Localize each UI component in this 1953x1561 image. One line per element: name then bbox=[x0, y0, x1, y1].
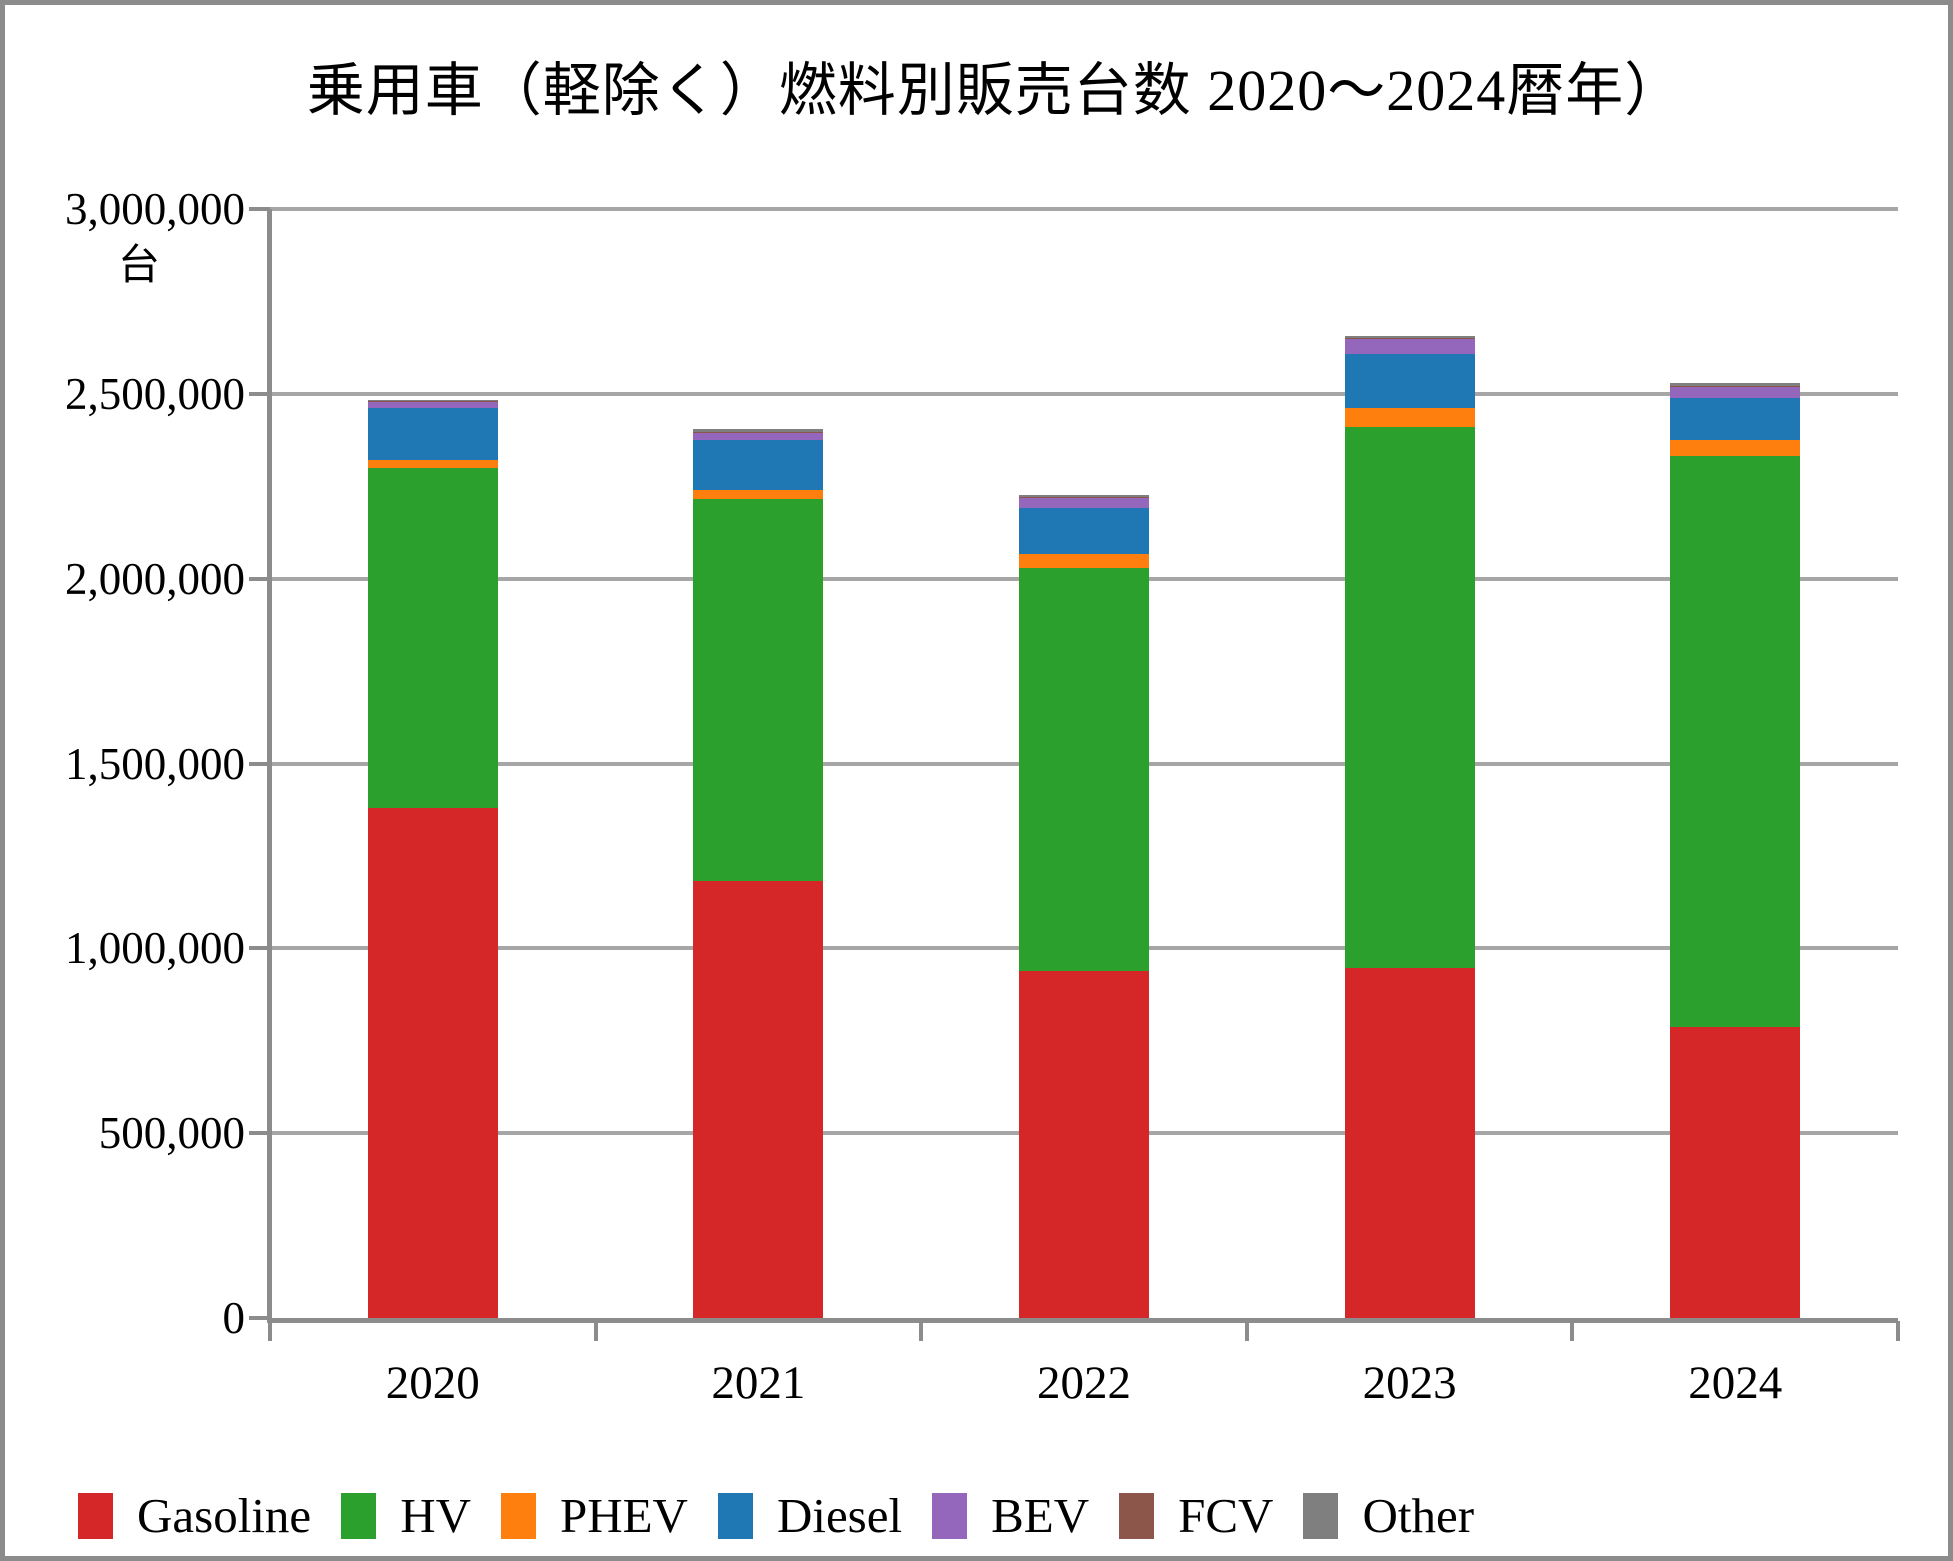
x-axis-tick-0 bbox=[268, 1321, 272, 1341]
y-axis-tick-2,500,000 bbox=[249, 391, 270, 396]
y-axis-tick-1,500,000 bbox=[249, 761, 270, 766]
legend-swatch-Diesel bbox=[717, 1493, 753, 1539]
x-tick-label-2020: 2020 bbox=[385, 1357, 480, 1409]
legend-swatch-Gasoline bbox=[78, 1493, 113, 1539]
legend-item-HV: HV bbox=[341, 1488, 471, 1544]
y-axis-line bbox=[267, 209, 272, 1323]
bar-segment-PHEV-2021 bbox=[693, 490, 824, 500]
legend-label-HV: HV bbox=[400, 1488, 471, 1543]
bar-segment-Gasoline-2024 bbox=[1670, 1026, 1801, 1318]
bar-segment-BEV-2024 bbox=[1670, 386, 1801, 398]
legend-swatch-PHEV bbox=[500, 1493, 536, 1539]
x-axis-tick-3 bbox=[1244, 1321, 1249, 1341]
bar-segment-HV-2022 bbox=[1019, 567, 1149, 971]
legend: Gasoline HV PHEV Diesel BEV FCV Other bbox=[78, 1488, 1474, 1544]
bar-segment-Diesel-2020 bbox=[367, 407, 498, 460]
bar-segment-PHEV-2023 bbox=[1344, 407, 1475, 428]
y-tick-label-0: 0 bbox=[222, 1293, 246, 1343]
x-axis-tick-5 bbox=[1896, 1321, 1900, 1341]
bar-segment-BEV-2022 bbox=[1019, 497, 1149, 509]
y-tick-label-2,500,000: 2,500,000 bbox=[65, 368, 245, 419]
bar-segment-Diesel-2021 bbox=[693, 439, 824, 491]
bar-segment-Gasoline-2021 bbox=[693, 880, 824, 1318]
bar-segment-Diesel-2022 bbox=[1019, 508, 1149, 554]
legend-label-Gasoline: Gasoline bbox=[137, 1488, 312, 1543]
bar-segment-FCV-2021 bbox=[693, 431, 824, 433]
legend-swatch-Other bbox=[1303, 1493, 1339, 1539]
bar-segment-BEV-2023 bbox=[1344, 338, 1475, 355]
y-axis-tick-500,000 bbox=[249, 1131, 270, 1136]
bar-segment-Gasoline-2023 bbox=[1344, 967, 1475, 1318]
legend-label-BEV: BEV bbox=[991, 1488, 1090, 1543]
bar-segment-Other-2020 bbox=[367, 399, 498, 402]
legend-label-Diesel: Diesel bbox=[776, 1488, 903, 1543]
x-axis-tick-1 bbox=[593, 1321, 598, 1341]
legend-swatch-FCV bbox=[1119, 1493, 1155, 1539]
bar-segment-Diesel-2023 bbox=[1344, 354, 1475, 408]
bar-segment-Other-2023 bbox=[1344, 335, 1475, 339]
legend-item-Diesel: Diesel bbox=[717, 1488, 903, 1544]
legend-item-Gasoline: Gasoline bbox=[78, 1488, 311, 1544]
y-tick-label-1,500,000: 1,500,000 bbox=[65, 738, 245, 789]
bar-segment-Other-2024 bbox=[1670, 383, 1801, 386]
bar-segment-PHEV-2022 bbox=[1019, 553, 1149, 568]
bar-segment-BEV-2021 bbox=[693, 432, 824, 440]
legend-item-PHEV: PHEV bbox=[500, 1488, 688, 1544]
bar-segment-HV-2024 bbox=[1670, 455, 1801, 1027]
y-tick-label-3,000,000: 3,000,000 bbox=[65, 184, 245, 234]
bar-segment-FCV-2020 bbox=[367, 401, 498, 402]
x-tick-label-2021: 2021 bbox=[711, 1357, 806, 1409]
x-axis-tick-4 bbox=[1570, 1321, 1575, 1341]
bar-segment-PHEV-2024 bbox=[1670, 439, 1801, 456]
x-tick-label-2022: 2022 bbox=[1037, 1357, 1131, 1409]
chart-title: 乗用車（軽除く）燃料別販売台数 2020〜2024暦年） bbox=[306, 58, 1684, 123]
y-axis-tick-3,000,000 bbox=[249, 207, 270, 211]
bar-segment-Other-2021 bbox=[693, 428, 824, 432]
bar-segment-Gasoline-2022 bbox=[1019, 970, 1149, 1318]
bar-segment-PHEV-2020 bbox=[367, 460, 498, 469]
y-tick-label-1,000,000: 1,000,000 bbox=[65, 923, 245, 974]
bar-segment-HV-2021 bbox=[693, 499, 824, 881]
x-axis-line bbox=[267, 1318, 1898, 1323]
legend-label-Other: Other bbox=[1362, 1488, 1475, 1543]
y-axis-tick-1,000,000 bbox=[249, 946, 270, 951]
legend-label-PHEV: PHEV bbox=[559, 1488, 688, 1543]
y-axis-tick-0 bbox=[249, 1316, 270, 1320]
bar-segment-Other-2022 bbox=[1019, 495, 1149, 498]
legend-swatch-BEV bbox=[932, 1493, 968, 1539]
y-tick-label-500,000: 500,000 bbox=[98, 1108, 245, 1159]
x-axis-tick-2 bbox=[919, 1321, 924, 1341]
x-tick-label-2023: 2023 bbox=[1362, 1357, 1457, 1409]
legend-item-Other: Other bbox=[1303, 1488, 1474, 1544]
legend-item-BEV: BEV bbox=[932, 1488, 1089, 1544]
legend-item-FCV: FCV bbox=[1119, 1488, 1273, 1544]
bar-segment-Diesel-2024 bbox=[1670, 397, 1801, 440]
y-tick-label-2,000,000: 2,000,000 bbox=[65, 553, 245, 604]
gridline-2,500,000 bbox=[270, 391, 1898, 396]
y-axis-tick-2,000,000 bbox=[249, 576, 270, 581]
bar-segment-HV-2020 bbox=[367, 468, 498, 808]
bar-segment-Gasoline-2020 bbox=[367, 807, 498, 1318]
bar-segment-HV-2023 bbox=[1344, 427, 1475, 968]
x-tick-label-2024: 2024 bbox=[1688, 1357, 1783, 1409]
legend-swatch-HV bbox=[341, 1493, 377, 1539]
legend-label-FCV: FCV bbox=[1178, 1488, 1274, 1543]
gridline-3,000,000 bbox=[270, 207, 1898, 211]
bar-segment-BEV-2020 bbox=[367, 401, 498, 408]
y-axis-unit-label: 台 bbox=[117, 243, 160, 289]
